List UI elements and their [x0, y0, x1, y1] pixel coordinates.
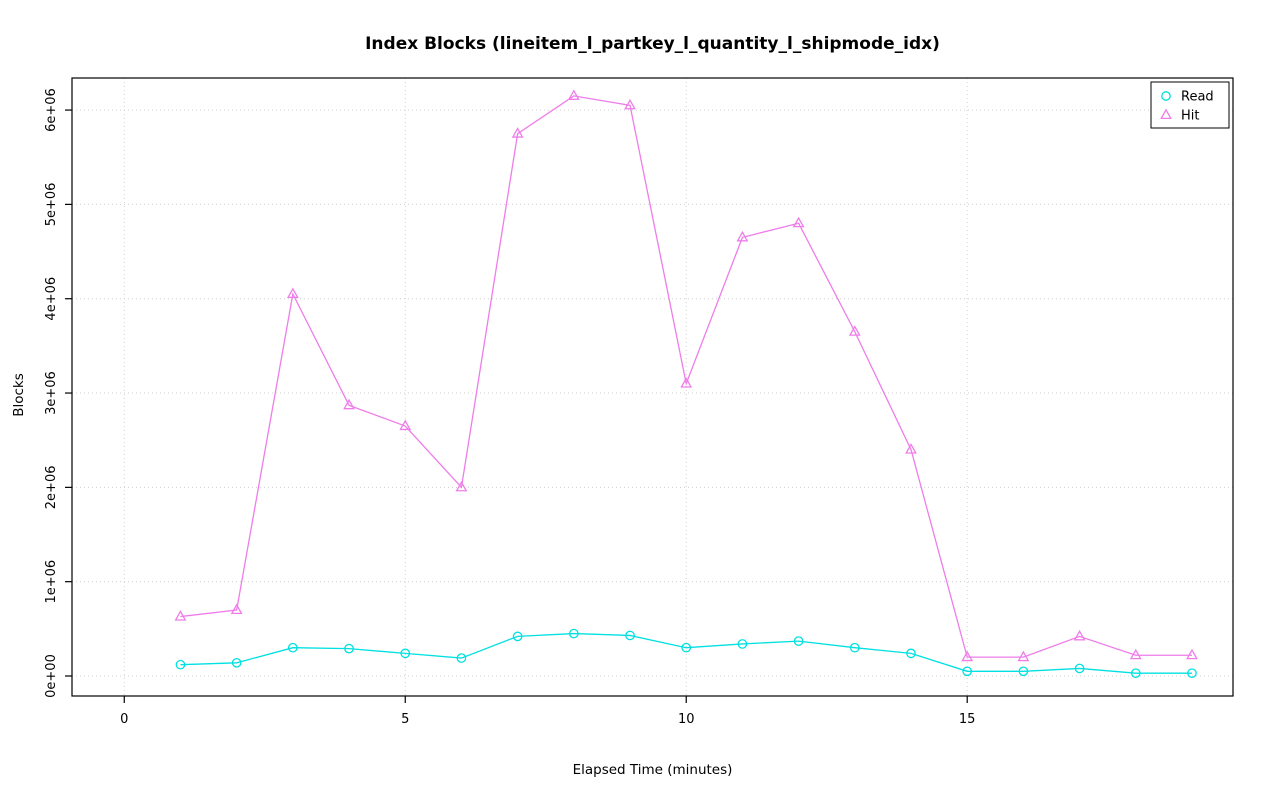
- marker-circle: [287, 642, 298, 653]
- x-axis-label: Elapsed Time (minutes): [572, 762, 733, 778]
- marker-circle: [737, 639, 748, 649]
- marker-circle: [568, 628, 579, 639]
- marker-circle: [175, 659, 186, 670]
- marker-circle: [793, 636, 804, 646]
- marker-triangle: [1129, 648, 1142, 660]
- marker-circle: [849, 642, 860, 653]
- x-tick-label: 5: [401, 712, 409, 727]
- marker-circle: [1018, 666, 1029, 677]
- marker-circle: [344, 643, 354, 654]
- marker-circle: [625, 630, 635, 641]
- y-tick-label: 0e+00: [44, 654, 59, 698]
- marker-triangle: [286, 287, 299, 299]
- legend: [1150, 81, 1230, 129]
- marker-triangle: [848, 325, 861, 336]
- y-tick-label: 5e+06: [44, 183, 59, 227]
- marker-triangle: [1186, 648, 1198, 660]
- marker-triangle: [230, 603, 243, 615]
- y-tick-label: 6e+06: [44, 88, 59, 132]
- series-line-hit: [180, 95, 1192, 658]
- legend-label-hit: Hit: [1181, 109, 1199, 124]
- marker-triangle: [736, 230, 749, 242]
- marker-triangle: [511, 127, 524, 138]
- marker-circle: [681, 642, 692, 653]
- plot-frame: [71, 77, 1234, 697]
- y-axis-label: Blocks: [11, 373, 27, 417]
- marker-triangle: [343, 398, 355, 410]
- marker-circle: [400, 648, 411, 659]
- chart-title: Index Blocks (lineitem_l_partkey_l_quant…: [365, 34, 940, 54]
- y-tick-label: 4e+06: [44, 277, 59, 321]
- marker-triangle: [905, 443, 917, 454]
- marker-triangle: [455, 480, 468, 492]
- marker-circle: [1187, 668, 1197, 679]
- y-tick-label: 3e+06: [44, 371, 59, 415]
- marker-circle: [512, 631, 523, 642]
- marker-circle: [962, 666, 973, 677]
- marker-triangle: [1160, 108, 1172, 120]
- marker-circle: [456, 653, 467, 663]
- y-tick-label: 2e+06: [44, 465, 59, 509]
- legend-label-read: Read: [1181, 90, 1214, 105]
- x-tick-label: 15: [959, 712, 976, 727]
- series-line-read: [180, 632, 1192, 674]
- y-tick-label: 1e+06: [44, 560, 59, 604]
- marker-circle: [906, 648, 916, 659]
- marker-triangle: [792, 216, 805, 228]
- marker-triangle: [961, 650, 974, 662]
- marker-triangle: [1073, 629, 1086, 641]
- marker-triangle: [567, 89, 580, 100]
- marker-circle: [231, 657, 242, 668]
- x-tick-label: 0: [120, 712, 128, 727]
- marker-triangle: [399, 419, 412, 431]
- marker-triangle: [1017, 650, 1030, 662]
- marker-triangle: [624, 98, 636, 110]
- marker-circle: [1161, 91, 1171, 101]
- marker-circle: [1130, 668, 1141, 679]
- marker-triangle: [174, 610, 187, 621]
- marker-circle: [1074, 663, 1085, 674]
- x-tick-label: 10: [678, 712, 695, 727]
- marker-triangle: [680, 377, 693, 388]
